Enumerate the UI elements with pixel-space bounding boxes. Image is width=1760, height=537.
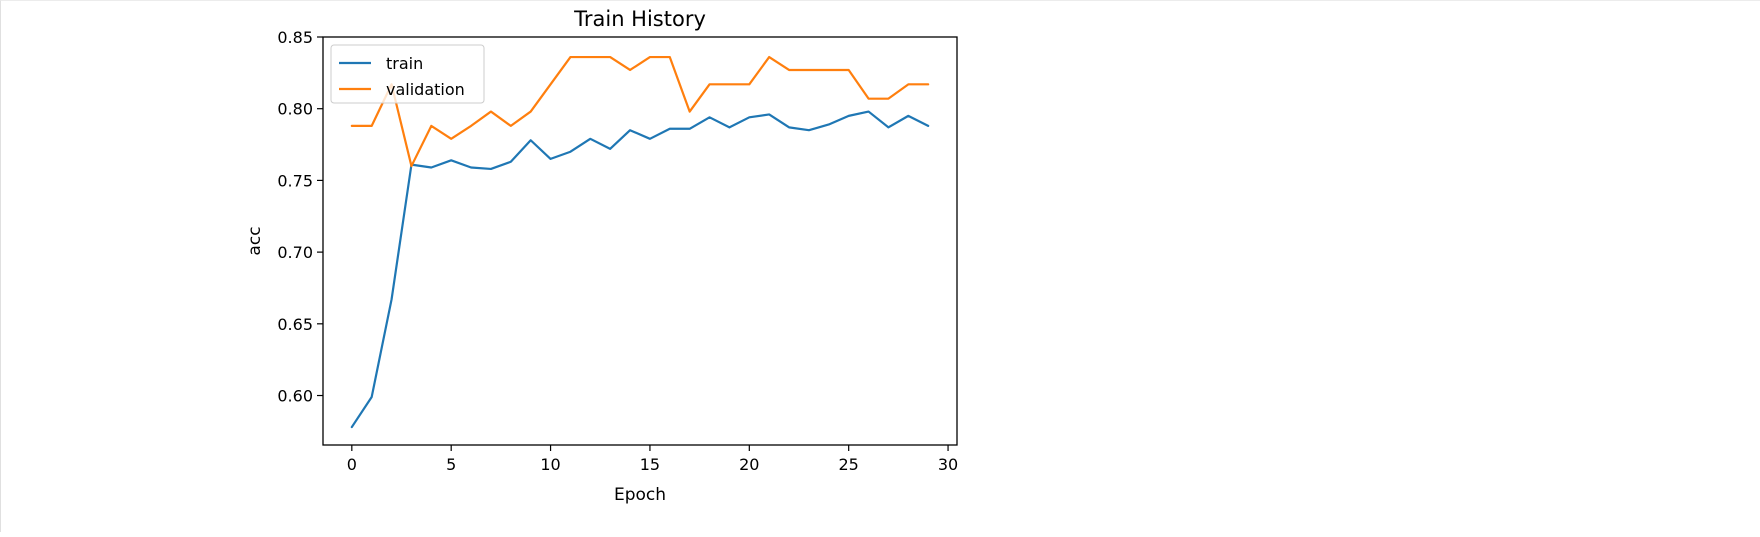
y-tick-label: 0.60 xyxy=(277,387,313,406)
legend-label-validation: validation xyxy=(386,80,465,99)
series-line-train xyxy=(350,110,930,429)
plot-frame xyxy=(322,36,958,446)
y-tick-label: 0.70 xyxy=(277,243,313,262)
legend-label-train: train xyxy=(386,54,423,73)
x-tick-label: 5 xyxy=(446,455,456,474)
x-tick-label: 10 xyxy=(540,455,560,474)
x-tick-label: 0 xyxy=(347,455,357,474)
y-tick-label: 0.85 xyxy=(277,28,313,47)
chart-title: Train History xyxy=(573,7,706,31)
x-tick-label: 20 xyxy=(739,455,759,474)
x-tick-label: 15 xyxy=(640,455,660,474)
y-tick-label: 0.65 xyxy=(277,315,313,334)
legend: train validation xyxy=(330,44,485,104)
y-tick-label: 0.75 xyxy=(277,171,313,190)
y-axis-label: acc xyxy=(245,226,265,255)
x-axis-label: Epoch xyxy=(614,485,666,505)
series-line-validation xyxy=(350,55,930,168)
y-tick-label: 0.80 xyxy=(277,100,313,119)
x-tick-label: 30 xyxy=(938,455,958,474)
x-tick-label: 25 xyxy=(839,455,859,474)
